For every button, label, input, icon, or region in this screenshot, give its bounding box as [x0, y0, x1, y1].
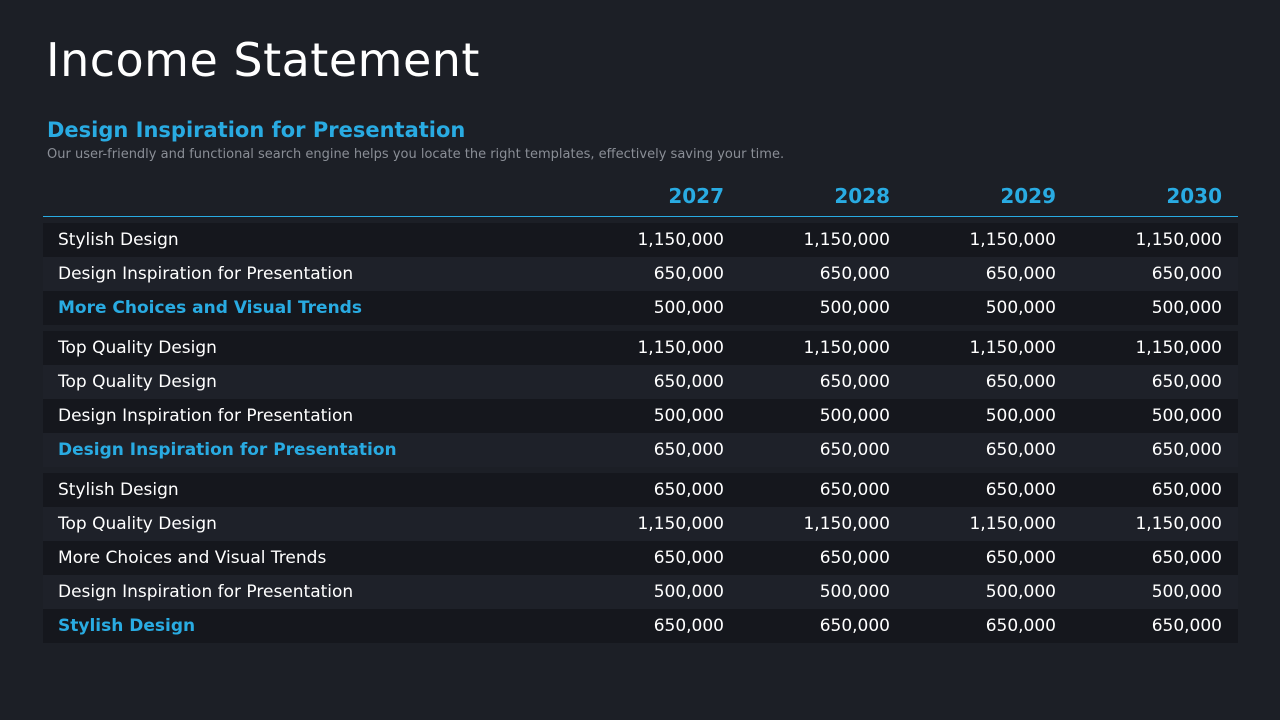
row-value: 650,000 [1151, 372, 1222, 392]
row-group: Stylish Design 1,150,000 1,150,000 1,150,00… [43, 223, 1238, 325]
table-total-row: More Choices and Visual Trends 500,000 500… [43, 291, 1238, 325]
table-total-row: Design Inspiration for Presentation 650,0… [43, 433, 1238, 467]
row-label: Stylish Design [58, 616, 196, 636]
table-header-row: 2027 2028 2029 2030 [43, 180, 1238, 217]
table-row: Top Quality Design 650,000 650,000 650,000 6… [43, 365, 1238, 399]
row-label: More Choices and Visual Trends [58, 548, 327, 568]
row-value: 500,000 [819, 298, 890, 318]
row-value: 650,000 [819, 440, 890, 460]
row-value: 500,000 [653, 406, 724, 426]
row-value: 650,000 [819, 548, 890, 568]
row-value: 650,000 [1151, 264, 1222, 284]
row-value: 650,000 [1151, 616, 1222, 636]
row-value: 650,000 [653, 616, 724, 636]
row-value: 500,000 [985, 298, 1056, 318]
row-value: 500,000 [1151, 298, 1222, 318]
row-value: 1,150,000 [1135, 230, 1222, 250]
row-value: 1,150,000 [969, 338, 1056, 358]
row-value: 650,000 [653, 372, 724, 392]
row-value: 650,000 [985, 440, 1056, 460]
row-value: 500,000 [1151, 406, 1222, 426]
row-value: 650,000 [653, 480, 724, 500]
table-body: Stylish Design 1,150,000 1,150,000 1,150,00… [43, 223, 1238, 643]
row-value: 650,000 [653, 264, 724, 284]
row-value: 1,150,000 [969, 230, 1056, 250]
row-value: 650,000 [985, 548, 1056, 568]
row-value: 1,150,000 [969, 514, 1056, 534]
row-value: 650,000 [819, 372, 890, 392]
row-value: 1,150,000 [1135, 338, 1222, 358]
table-row: More Choices and Visual Trends 650,000 650… [43, 541, 1238, 575]
row-label: Design Inspiration for Presentation [58, 264, 354, 284]
row-value: 650,000 [985, 480, 1056, 500]
row-value: 500,000 [1151, 582, 1222, 602]
row-value: 500,000 [653, 298, 724, 318]
row-value: 650,000 [653, 440, 724, 460]
row-value: 1,150,000 [637, 338, 724, 358]
row-value: 1,150,000 [637, 514, 724, 534]
year-header: 2030 [1166, 184, 1222, 208]
row-label: Top Quality Design [58, 514, 217, 534]
row-label: Top Quality Design [58, 338, 217, 358]
row-value: 650,000 [985, 616, 1056, 636]
row-label: More Choices and Visual Trends [58, 298, 362, 318]
row-label: Design Inspiration for Presentation [58, 440, 397, 460]
table-row: Top Quality Design 1,150,000 1,150,000 1,15… [43, 507, 1238, 541]
income-statement-table: 2027 2028 2029 2030 Stylish Design 1,150,… [43, 180, 1238, 643]
table-row: Top Quality Design 1,150,000 1,150,000 1,15… [43, 331, 1238, 365]
year-header: 2028 [834, 184, 890, 208]
row-group: Top Quality Design 1,150,000 1,150,000 1,15… [43, 331, 1238, 467]
row-label: Design Inspiration for Presentation [58, 406, 354, 426]
row-value: 500,000 [985, 406, 1056, 426]
row-value: 500,000 [819, 406, 890, 426]
section-description: Our user-friendly and functional search … [47, 147, 785, 162]
table-row: Stylish Design 650,000 650,000 650,000 650,0… [43, 473, 1238, 507]
row-label: Stylish Design [58, 230, 179, 250]
row-value: 650,000 [819, 616, 890, 636]
table-total-row: Stylish Design 650,000 650,000 650,000 650,0… [43, 609, 1238, 643]
row-value: 650,000 [985, 264, 1056, 284]
table-row: Stylish Design 1,150,000 1,150,000 1,150,00… [43, 223, 1238, 257]
section-subtitle: Design Inspiration for Presentation [47, 118, 466, 142]
row-value: 500,000 [819, 582, 890, 602]
row-value: 1,150,000 [803, 514, 890, 534]
row-value: 650,000 [819, 480, 890, 500]
row-value: 1,150,000 [637, 230, 724, 250]
row-value: 650,000 [1151, 480, 1222, 500]
row-value: 650,000 [819, 264, 890, 284]
row-value: 500,000 [985, 582, 1056, 602]
table-row: Design Inspiration for Presentation 500,0… [43, 575, 1238, 609]
row-value: 650,000 [985, 372, 1056, 392]
year-header: 2029 [1000, 184, 1056, 208]
row-label: Top Quality Design [58, 372, 217, 392]
row-value: 500,000 [653, 582, 724, 602]
row-value: 650,000 [1151, 548, 1222, 568]
row-label: Design Inspiration for Presentation [58, 582, 354, 602]
year-header: 2027 [668, 184, 724, 208]
row-value: 1,150,000 [803, 230, 890, 250]
row-label: Stylish Design [58, 480, 179, 500]
page-title: Income Statement [46, 33, 480, 87]
row-value: 650,000 [1151, 440, 1222, 460]
row-group: Stylish Design 650,000 650,000 650,000 650,0… [43, 473, 1238, 643]
table-row: Design Inspiration for Presentation 650,0… [43, 257, 1238, 291]
row-value: 1,150,000 [1135, 514, 1222, 534]
row-value: 650,000 [653, 548, 724, 568]
table-row: Design Inspiration for Presentation 500,0… [43, 399, 1238, 433]
row-value: 1,150,000 [803, 338, 890, 358]
